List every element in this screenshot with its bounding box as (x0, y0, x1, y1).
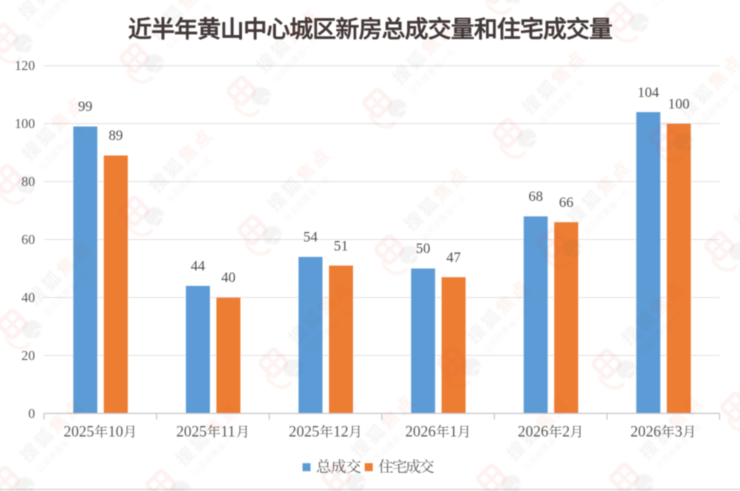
svg-text:20: 20 (21, 348, 35, 363)
svg-text:12: 12 (333, 424, 348, 441)
svg-text:100: 100 (15, 116, 36, 131)
svg-text:104: 104 (638, 85, 660, 101)
svg-text:60: 60 (21, 232, 35, 247)
svg-text:2026: 2026 (405, 424, 436, 441)
svg-text:1: 1 (450, 424, 458, 441)
svg-text:2026: 2026 (630, 424, 661, 441)
svg-text:50: 50 (416, 241, 430, 257)
svg-text:89: 89 (109, 128, 123, 144)
svg-text:10: 10 (108, 424, 124, 441)
svg-text:99: 99 (78, 99, 92, 115)
svg-text:68: 68 (529, 189, 543, 205)
svg-text:47: 47 (446, 250, 460, 266)
svg-text:40: 40 (221, 270, 235, 286)
svg-text:44: 44 (191, 259, 205, 275)
svg-text:51: 51 (334, 238, 348, 254)
svg-text:2025: 2025 (176, 424, 207, 441)
svg-text:0: 0 (28, 406, 35, 421)
svg-text:2025: 2025 (289, 424, 320, 441)
svg-text:3: 3 (675, 424, 683, 441)
svg-text:120: 120 (15, 58, 36, 73)
svg-text:100: 100 (668, 96, 690, 112)
svg-text:54: 54 (303, 230, 317, 246)
svg-text:66: 66 (559, 195, 573, 211)
svg-text:2: 2 (562, 424, 570, 441)
